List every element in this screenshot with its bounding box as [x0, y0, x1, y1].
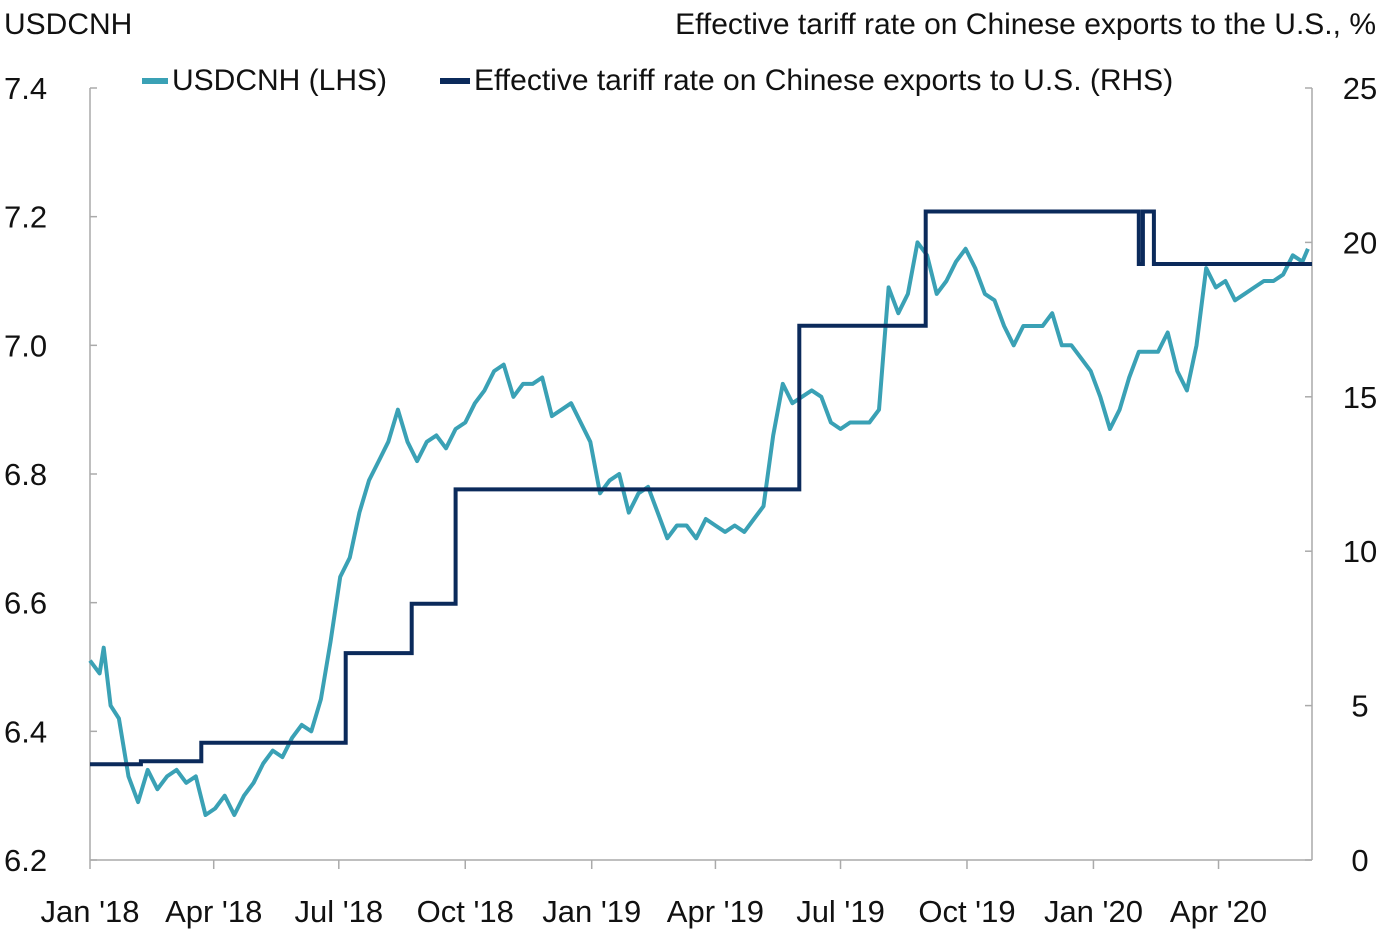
right-axis-title: Effective tariff rate on Chinese exports… — [675, 8, 1376, 41]
legend-label-usdcnh: USDCNH (LHS) — [172, 64, 388, 97]
x-tick-label: Apr '18 — [165, 894, 262, 929]
legend-item-usdcnh: USDCNH (LHS) — [142, 64, 387, 98]
legend-item-tariff: Effective tariff rate on Chinese exports… — [440, 64, 1173, 98]
left-tick-label: 7.4 — [4, 71, 47, 106]
x-tick-label: Jan '19 — [542, 894, 641, 929]
right-tick-label: 5 — [1351, 689, 1368, 724]
x-tick-label: Jan '18 — [41, 894, 140, 929]
legend-swatch-tariff — [440, 78, 470, 84]
legend-label-tariff: Effective tariff rate on Chinese exports… — [474, 64, 1174, 97]
right-tick-label: 25 — [1343, 71, 1377, 106]
left-tick-label: 7.2 — [4, 200, 47, 235]
x-tick-label: Jul '19 — [796, 894, 885, 929]
x-tick-label: Apr '19 — [667, 894, 764, 929]
x-tick-label: Jan '20 — [1044, 894, 1143, 929]
right-tick-label: 15 — [1343, 380, 1377, 415]
legend-swatch-usdcnh — [142, 78, 168, 84]
x-tick-label: Apr '20 — [1170, 894, 1267, 929]
right-tick-label: 10 — [1343, 534, 1377, 569]
left-tick-label: 6.8 — [4, 457, 47, 492]
left-tick-label: 6.6 — [4, 586, 47, 621]
x-tick-label: Oct '19 — [918, 894, 1015, 929]
right-tick-label: 20 — [1343, 225, 1377, 260]
right-tick-label: 0 — [1351, 843, 1368, 878]
series-line-usdcnh — [88, 240, 1310, 817]
series-line-tariff — [90, 209, 1312, 767]
left-tick-label: 6.4 — [4, 714, 47, 749]
left-tick-label: 7.0 — [4, 328, 47, 363]
x-tick-label: Jul '18 — [294, 894, 383, 929]
left-tick-label: 6.2 — [4, 843, 47, 878]
left-axis-title: USDCNH — [4, 8, 133, 41]
x-tick-label: Oct '18 — [417, 894, 514, 929]
